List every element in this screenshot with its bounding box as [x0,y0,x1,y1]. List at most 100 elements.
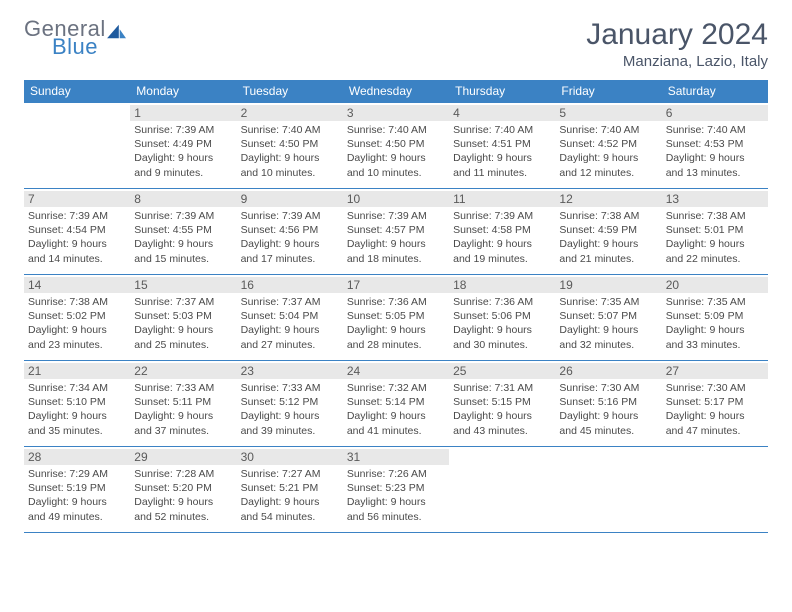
sunset: Sunset: 5:02 PM [28,309,126,323]
daylight-line-1: Daylight: 9 hours [134,495,232,509]
day-number: 2 [237,105,343,121]
day-number: 14 [24,277,130,293]
sunset: Sunset: 5:01 PM [666,223,764,237]
day-number: 25 [449,363,555,379]
empty-cell [449,447,555,533]
sunrise: Sunrise: 7:39 AM [241,209,339,223]
day-info: Sunrise: 7:28 AMSunset: 5:20 PMDaylight:… [134,467,232,524]
daylight-line-2: and 13 minutes. [666,166,764,180]
day-number: 28 [24,449,130,465]
day-info: Sunrise: 7:33 AMSunset: 5:11 PMDaylight:… [134,381,232,438]
daylight-line-1: Daylight: 9 hours [241,237,339,251]
day-info: Sunrise: 7:34 AMSunset: 5:10 PMDaylight:… [28,381,126,438]
day-number: 6 [662,105,768,121]
daylight-line-2: and 30 minutes. [453,338,551,352]
daylight-line-1: Daylight: 9 hours [28,237,126,251]
day-cell: 29 Sunrise: 7:28 AMSunset: 5:20 PMDayligh… [130,447,236,533]
day-header: Wednesday [343,80,449,103]
daylight-line-2: and 10 minutes. [347,166,445,180]
sunset: Sunset: 5:17 PM [666,395,764,409]
daylight-line-2: and 19 minutes. [453,252,551,266]
sunset: Sunset: 4:57 PM [347,223,445,237]
day-info: Sunrise: 7:38 AMSunset: 5:02 PMDaylight:… [28,295,126,352]
daylight-line-1: Daylight: 9 hours [347,237,445,251]
day-header: Monday [130,80,236,103]
day-cell: 5Sunrise: 7:40 AMSunset: 4:52 PMDaylight… [555,103,661,189]
day-number: 12 [555,191,661,207]
day-number: 9 [237,191,343,207]
day-number: 7 [24,191,130,207]
day-cell: 8Sunrise: 7:39 AMSunset: 4:55 PMDaylight… [130,189,236,275]
day-info: Sunrise: 7:38 AMSunset: 5:01 PMDaylight:… [666,209,764,266]
day-cell: 25 Sunrise: 7:31 AMSunset: 5:15 PMDayligh… [449,361,555,447]
daylight-line-2: and 15 minutes. [134,252,232,266]
daylight-line-1: Daylight: 9 hours [134,409,232,423]
day-number: 17 [343,277,449,293]
day-cell: 15Sunrise: 7:37 AMSunset: 5:03 PMDayligh… [130,275,236,361]
sunset: Sunset: 5:23 PM [347,481,445,495]
daylight-line-1: Daylight: 9 hours [134,237,232,251]
day-cell: 6 Sunrise: 7:40 AMSunset: 4:53 PMDaylight… [662,103,768,189]
sunrise: Sunrise: 7:39 AM [28,209,126,223]
sunset: Sunset: 5:16 PM [559,395,657,409]
sunset: Sunset: 5:10 PM [28,395,126,409]
day-info: Sunrise: 7:35 AMSunset: 5:07 PMDaylight:… [559,295,657,352]
daylight-line-2: and 39 minutes. [241,424,339,438]
day-number: 29 [130,449,236,465]
day-info: Sunrise: 7:29 AMSunset: 5:19 PMDaylight:… [28,467,126,524]
day-info: Sunrise: 7:31 AMSunset: 5:15 PMDaylight:… [453,381,551,438]
daylight-line-1: Daylight: 9 hours [666,409,764,423]
calendar-table: SundayMondayTuesdayWednesdayThursdayFrid… [24,80,768,533]
daylight-line-1: Daylight: 9 hours [666,237,764,251]
location: Manziana, Lazio, Italy [586,53,768,70]
daylight-line-1: Daylight: 9 hours [453,323,551,337]
day-info: Sunrise: 7:33 AMSunset: 5:12 PMDaylight:… [241,381,339,438]
sunrise: Sunrise: 7:38 AM [28,295,126,309]
daylight-line-1: Daylight: 9 hours [347,323,445,337]
day-cell: 10Sunrise: 7:39 AMSunset: 4:57 PMDayligh… [343,189,449,275]
day-header: Sunday [24,80,130,103]
sunrise: Sunrise: 7:40 AM [666,123,764,137]
daylight-line-2: and 17 minutes. [241,252,339,266]
day-number: 31 [343,449,449,465]
sunrise: Sunrise: 7:35 AM [666,295,764,309]
day-number: 19 [555,277,661,293]
sunrise: Sunrise: 7:33 AM [241,381,339,395]
daylight-line-1: Daylight: 9 hours [666,151,764,165]
day-number: 15 [130,277,236,293]
daylight-line-1: Daylight: 9 hours [559,409,657,423]
sunset: Sunset: 5:11 PM [134,395,232,409]
daylight-line-1: Daylight: 9 hours [347,495,445,509]
sunset: Sunset: 4:58 PM [453,223,551,237]
logo-word-2: Blue [52,36,127,58]
day-cell: 13 Sunrise: 7:38 AMSunset: 5:01 PMDayligh… [662,189,768,275]
week-row: 28 Sunrise: 7:29 AMSunset: 5:19 PMDayligh… [24,447,768,533]
daylight-line-1: Daylight: 9 hours [559,151,657,165]
sunrise: Sunrise: 7:40 AM [347,123,445,137]
daylight-line-1: Daylight: 9 hours [559,323,657,337]
empty-cell [24,103,130,189]
day-info: Sunrise: 7:32 AMSunset: 5:14 PMDaylight:… [347,381,445,438]
day-cell: 21Sunrise: 7:34 AMSunset: 5:10 PMDayligh… [24,361,130,447]
sunset: Sunset: 4:59 PM [559,223,657,237]
day-number: 20 [662,277,768,293]
sunrise: Sunrise: 7:39 AM [453,209,551,223]
day-number: 5 [555,105,661,121]
day-number: 4 [449,105,555,121]
day-cell: 7Sunrise: 7:39 AMSunset: 4:54 PMDaylight… [24,189,130,275]
daylight-line-2: and 52 minutes. [134,510,232,524]
sunset: Sunset: 5:21 PM [241,481,339,495]
day-number: 26 [555,363,661,379]
day-number: 27 [662,363,768,379]
daylight-line-1: Daylight: 9 hours [559,237,657,251]
sunrise: Sunrise: 7:38 AM [559,209,657,223]
day-number: 13 [662,191,768,207]
sunrise: Sunrise: 7:29 AM [28,467,126,481]
day-number: 22 [130,363,236,379]
day-info: Sunrise: 7:27 AMSunset: 5:21 PMDaylight:… [241,467,339,524]
day-number: 1 [130,105,236,121]
page-title: January 2024 [586,18,768,51]
daylight-line-2: and 23 minutes. [28,338,126,352]
sunrise: Sunrise: 7:28 AM [134,467,232,481]
sunset: Sunset: 4:53 PM [666,137,764,151]
